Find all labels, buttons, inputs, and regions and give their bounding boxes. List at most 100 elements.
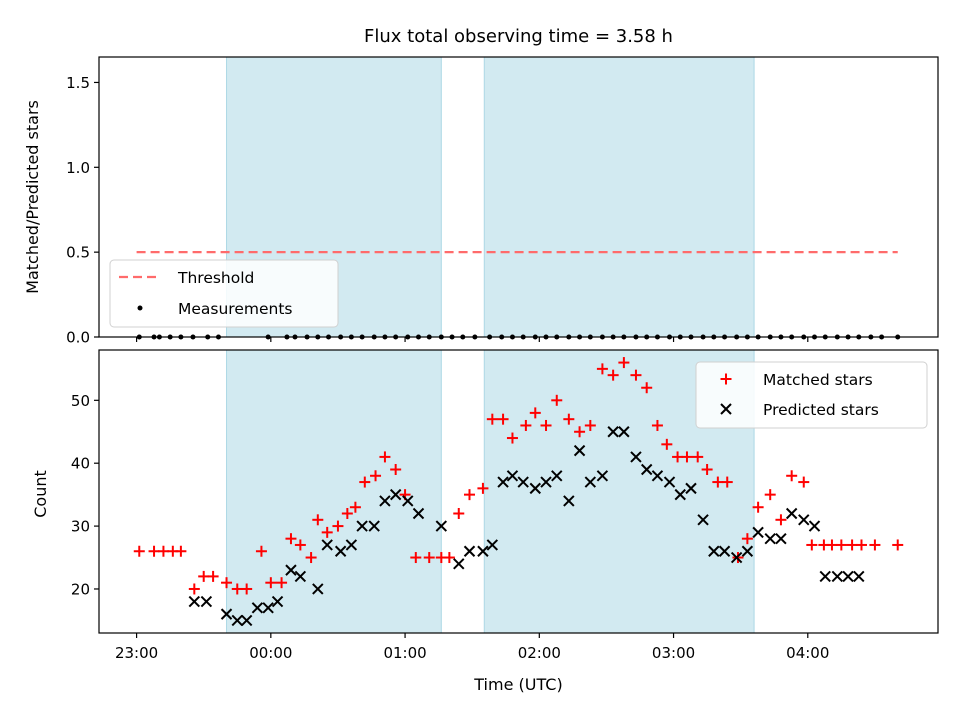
predicted-star-point <box>379 495 391 507</box>
predicted-star-point <box>764 532 776 545</box>
predicted-star-point <box>312 583 324 595</box>
bottom-legend: Matched stars Predicted stars <box>695 361 928 429</box>
predicted-star-point <box>435 520 448 532</box>
bottom-shaded-interval-0 <box>226 350 442 633</box>
matched-star-point <box>305 552 317 564</box>
predicted-star-point <box>697 514 709 526</box>
predicted-star-point <box>596 470 609 482</box>
matched-star-point <box>506 432 518 444</box>
bottom-plot-frame <box>98 349 939 634</box>
predicted-star-point <box>389 488 402 501</box>
matched-star-point <box>294 539 306 551</box>
bottom-y-tick-label: 20 <box>71 580 90 598</box>
matched-star-point <box>551 394 563 406</box>
predicted-star-point <box>674 488 686 501</box>
matched-star-point <box>775 514 787 526</box>
x-axis-label: Time (UTC) <box>473 675 562 694</box>
predicted-star-point <box>831 570 844 583</box>
matched-star-point <box>869 539 881 551</box>
matched-star-point <box>443 552 455 564</box>
top-panel: 0.0 0.5 1.0 1.5 Matched/Predicted stars Thr… <box>23 56 939 347</box>
matched-star-point <box>855 539 867 551</box>
bottom-y-axis-label: Count <box>31 470 50 518</box>
x-tick-label: 04:00 <box>786 644 829 662</box>
predicted-star-point <box>506 470 519 482</box>
matched-star-point <box>741 533 753 545</box>
matched-star-point <box>835 539 847 551</box>
predicted-star-point <box>402 495 414 507</box>
predicted-star-point <box>718 545 731 557</box>
matched-star-point <box>321 526 333 538</box>
predicted-star-point <box>345 539 358 551</box>
matched-star-point <box>148 545 160 557</box>
x-tick-label: 03:00 <box>652 644 695 662</box>
matched-star-point <box>641 382 653 394</box>
predicted-star-point <box>356 520 368 532</box>
matched-star-point <box>661 438 673 450</box>
matched-star-point <box>596 363 608 375</box>
predicted-star-point <box>231 614 243 627</box>
predicted-star-point <box>188 595 201 608</box>
top-plot-frame <box>98 56 939 338</box>
matched-star-point <box>651 419 663 431</box>
matched-star-point <box>285 533 297 545</box>
matched-star-point <box>529 407 541 419</box>
matched-star-point <box>464 489 476 501</box>
predicted-star-point <box>497 476 509 488</box>
bottom-y-tick-label: 40 <box>71 455 90 473</box>
matched-star-point <box>221 577 233 589</box>
matched-star-point <box>584 419 596 431</box>
matched-star-point <box>157 545 169 557</box>
predicted-star-point <box>741 545 754 557</box>
matched-star-point <box>607 369 619 381</box>
matched-star-point <box>390 463 402 475</box>
legend-matched-label: Matched stars <box>763 371 873 389</box>
predicted-star-point <box>607 426 619 438</box>
predicted-star-point <box>285 564 297 576</box>
predicted-star-point <box>808 520 821 532</box>
matched-star-point <box>332 520 344 532</box>
matched-star-point <box>477 482 489 494</box>
matched-star-point <box>359 476 371 488</box>
predicted-star-point <box>708 545 720 557</box>
predicted-star-point <box>540 476 552 488</box>
matched-star-point <box>379 451 391 463</box>
matched-star-point <box>207 570 219 582</box>
predicted-star-point <box>220 608 233 620</box>
chart-title: Flux total observing time = 3.58 h <box>364 26 673 47</box>
matched-star-point <box>786 470 798 482</box>
bottom-y-tick-label: 30 <box>71 518 90 536</box>
predicted-star-point <box>752 526 764 539</box>
predicted-star-point <box>477 545 489 557</box>
matched-star-point <box>175 545 187 557</box>
predicted-star-point <box>368 520 380 532</box>
matched-star-point <box>486 413 498 425</box>
bottom-legend-box <box>695 361 928 429</box>
matched-star-point <box>798 476 810 488</box>
predicted-star-point <box>517 476 529 488</box>
matched-star-point <box>574 426 586 438</box>
matched-star-point <box>423 552 435 564</box>
predicted-star-point <box>785 507 798 520</box>
predicted-star-point <box>618 426 630 438</box>
predicted-star-point <box>798 514 810 526</box>
x-tick-label: 01:00 <box>383 644 426 662</box>
predicted-star-point <box>551 470 563 482</box>
predicted-star-point <box>321 539 333 551</box>
predicted-star-point <box>685 482 697 495</box>
predicted-star-point <box>842 570 854 583</box>
matched-star-point <box>231 583 243 595</box>
matched-star-point <box>618 357 630 369</box>
matched-star-point <box>188 583 200 595</box>
matched-star-point <box>276 577 288 589</box>
x-tick-label: 02:00 <box>518 644 561 662</box>
matched-star-point <box>410 552 422 564</box>
predicted-star-point <box>251 602 264 614</box>
matched-star-point <box>133 545 145 557</box>
matched-star-point <box>752 501 764 513</box>
top-y-tick-label: 1.0 <box>66 159 90 177</box>
predicted-star-point <box>271 595 284 608</box>
matched-star-point <box>826 539 838 551</box>
predicted-star-point <box>584 476 597 488</box>
predicted-star-point <box>412 507 425 520</box>
